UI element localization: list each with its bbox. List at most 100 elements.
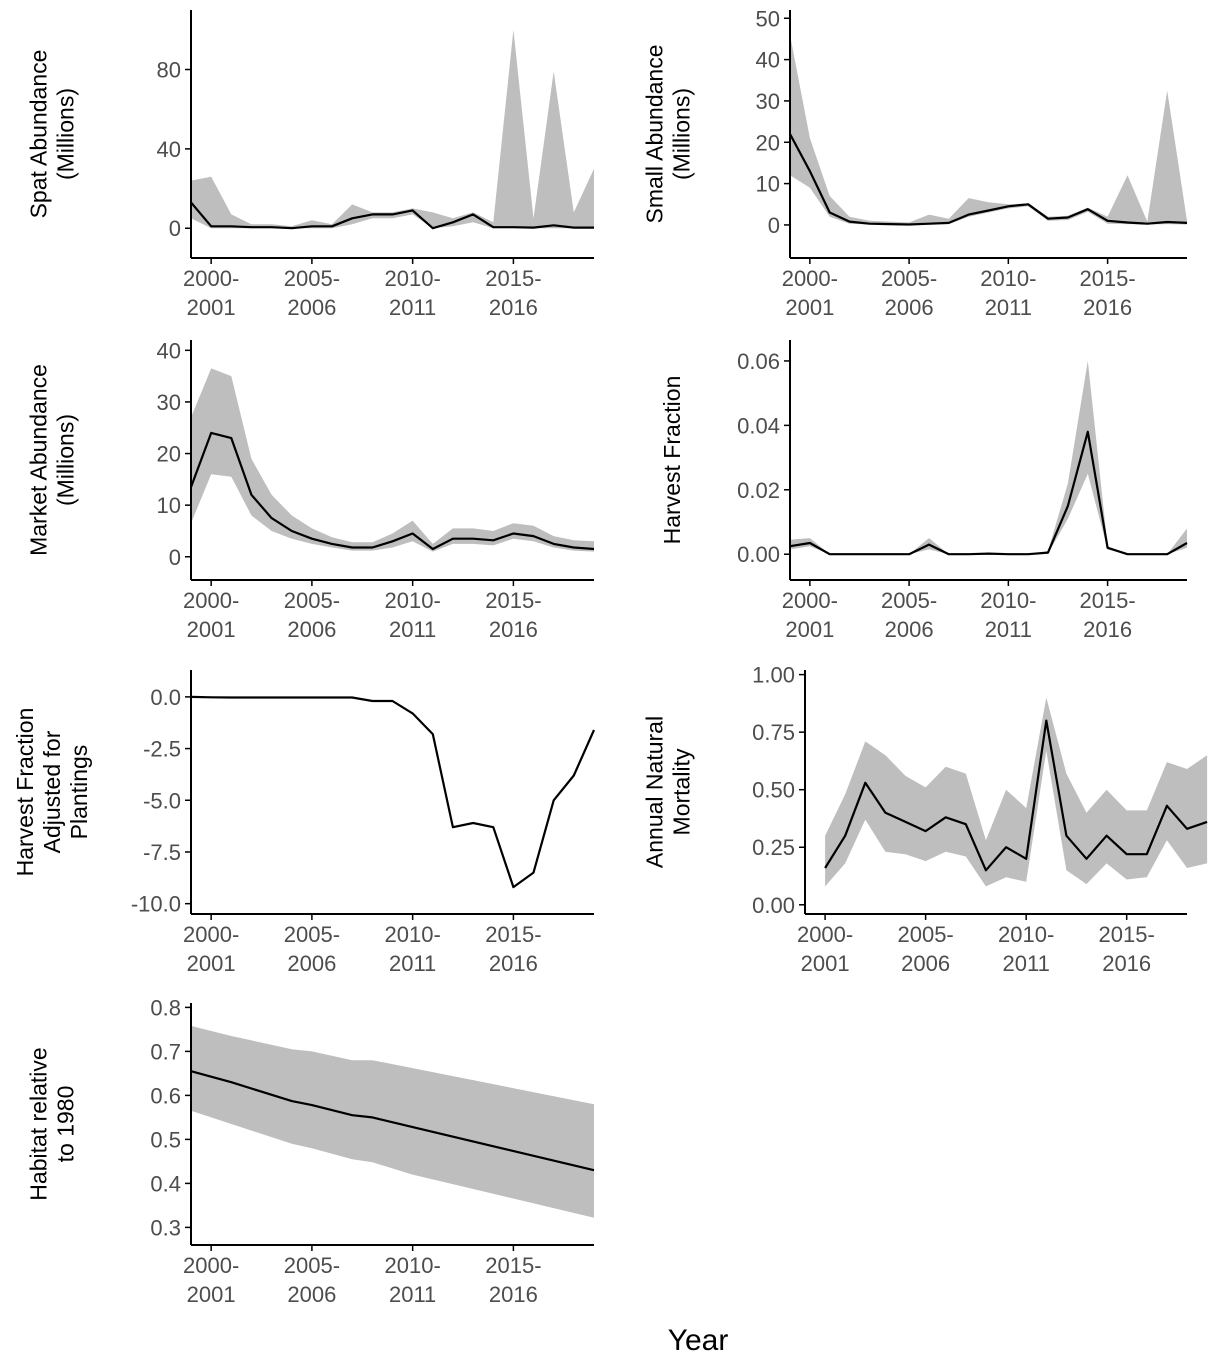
x-tick-label: 2006 bbox=[287, 951, 336, 976]
x-tick-label: 2011 bbox=[389, 1282, 436, 1307]
x-tick-label: 2006 bbox=[885, 295, 934, 320]
y-tick-label: 80 bbox=[157, 58, 181, 83]
x-tick-label: 2000- bbox=[782, 588, 838, 613]
x-tick-label: 2016 bbox=[1083, 617, 1132, 642]
x-tick-label: 2006 bbox=[885, 617, 934, 642]
x-tick-label: 2010- bbox=[385, 922, 441, 947]
y-tick-label: 0 bbox=[169, 216, 181, 241]
y-axis-title-line: Annual Natural bbox=[642, 716, 668, 868]
line-habitat-relative bbox=[190, 1070, 595, 1172]
panel-market-abundance: 0 10 20 30 40 2000- 2001 2005- 2006 2010- 2011 2015… bbox=[26, 338, 595, 642]
y-tick-label: 10 bbox=[157, 493, 181, 518]
x-tick-label: 2011 bbox=[389, 951, 436, 976]
x-tick-label: 2015- bbox=[485, 1253, 541, 1278]
x-tick-label: 2001 bbox=[187, 951, 236, 976]
y-tick-label: 0.50 bbox=[752, 778, 795, 803]
x-tick-label: 2016 bbox=[489, 1282, 538, 1307]
x-tick-label: 2001 bbox=[187, 295, 236, 320]
y-tick-label: 20 bbox=[756, 130, 780, 155]
x-tick-label: 2010- bbox=[385, 1253, 441, 1278]
x-tick-label: 2010- bbox=[980, 266, 1036, 291]
y-axis-title-line: to 1980 bbox=[53, 1086, 79, 1163]
y-tick-label: 0.02 bbox=[737, 478, 780, 503]
ribbon-annual-natural-mortality bbox=[825, 697, 1208, 887]
y-tick-label: 50 bbox=[756, 6, 780, 31]
y-tick-label: -5.0 bbox=[143, 788, 181, 813]
panel-habitat-relative: 0.3 0.4 0.5 0.6 0.7 0.8 2000- 2001 2005- 2006 2010… bbox=[26, 995, 595, 1307]
y-axis-title: Market Abundance(Millions) bbox=[26, 364, 79, 556]
x-tick-label: 2001 bbox=[187, 1282, 236, 1307]
x-tick-label: 2011 bbox=[985, 295, 1032, 320]
x-tick-label: 2015- bbox=[1079, 588, 1135, 613]
x-tick-label: 2006 bbox=[901, 951, 950, 976]
x-tick-label: 2000- bbox=[183, 922, 239, 947]
y-tick-label: 0.5 bbox=[150, 1127, 181, 1152]
y-axis-title: Habitat relativeto 1980 bbox=[26, 1047, 79, 1200]
x-tick-label: 2011 bbox=[985, 617, 1032, 642]
y-tick-label: 0.00 bbox=[752, 893, 795, 918]
x-tick-label: 2016 bbox=[1083, 295, 1132, 320]
x-tick-label: 2000- bbox=[183, 266, 239, 291]
x-tick-label: 2000- bbox=[797, 922, 853, 947]
y-axis-title-line: (Millions) bbox=[669, 88, 695, 180]
line-market-abundance bbox=[189, 431, 595, 551]
x-tick-label: 2005- bbox=[284, 922, 340, 947]
line-spat-abundance bbox=[190, 201, 594, 230]
y-tick-label: 30 bbox=[157, 390, 181, 415]
y-axis-title: Small Abundance(Millions) bbox=[642, 44, 695, 223]
ribbon-harvest-fraction bbox=[790, 360, 1187, 555]
y-tick-label: 0 bbox=[169, 545, 181, 570]
y-tick-label: 1.00 bbox=[752, 663, 795, 688]
x-tick-label: 2000- bbox=[183, 588, 239, 613]
x-tick-label: 2001 bbox=[801, 951, 850, 976]
y-tick-label: 40 bbox=[157, 338, 181, 363]
panel-harvest-fraction-adjusted: -10.0 -7.5 -5.0 -2.5 0.0 2000- 2001 2005- 2006 20… bbox=[12, 670, 596, 976]
y-axis-title: Harvest FractionAdjusted forPlantings bbox=[12, 708, 92, 877]
panel-annual-natural-mortality: 0.00 0.25 0.50 0.75 1.00 2000- 2001 2005- 2006 20… bbox=[642, 663, 1208, 976]
y-axis-title-line: Spat Abundance bbox=[26, 50, 52, 219]
y-tick-label: -7.5 bbox=[143, 840, 181, 865]
x-tick-label: 2006 bbox=[287, 617, 336, 642]
y-tick-label: 0.7 bbox=[150, 1039, 181, 1064]
x-tick-label: 2015- bbox=[485, 922, 541, 947]
y-tick-label: 0.00 bbox=[737, 542, 780, 567]
y-axis-title-line: Market Abundance bbox=[26, 364, 52, 556]
x-tick-label: 2001 bbox=[785, 295, 834, 320]
y-axis-title-line: (Millions) bbox=[53, 88, 79, 180]
x-tick-label: 2005- bbox=[284, 1253, 340, 1278]
y-tick-label: 0.06 bbox=[737, 349, 780, 374]
y-axis-title: Spat Abundance(Millions) bbox=[26, 50, 79, 219]
y-tick-label: 40 bbox=[157, 137, 181, 162]
x-tick-label: 2006 bbox=[287, 295, 336, 320]
y-axis-title-line: Adjusted for bbox=[39, 730, 65, 853]
y-tick-label: 0.6 bbox=[150, 1083, 181, 1108]
y-tick-label: 0.0 bbox=[150, 685, 181, 710]
x-tick-label: 2010- bbox=[998, 922, 1054, 947]
x-tick-label: 2005- bbox=[881, 588, 937, 613]
y-axis-title-line: Habitat relative bbox=[26, 1047, 52, 1200]
panels: 040802000-20012005-20062010-20112015-201… bbox=[12, 6, 1208, 1307]
y-axis-title-line: Harvest Fraction bbox=[659, 376, 685, 545]
panel-spat-abundance: 0 40 80 2000- 2001 2005- 2006 2010- 2011 2015- 201… bbox=[26, 10, 594, 320]
x-tick-label: 2010- bbox=[385, 266, 441, 291]
x-tick-label: 2000- bbox=[782, 266, 838, 291]
y-axis-title: Harvest Fraction bbox=[659, 376, 685, 545]
y-tick-label: 0.75 bbox=[752, 720, 795, 745]
y-tick-label: -2.5 bbox=[143, 737, 181, 762]
ribbon-small-abundance bbox=[790, 34, 1187, 225]
x-tick-label: 2000- bbox=[183, 1253, 239, 1278]
x-tick-label: 2015- bbox=[485, 588, 541, 613]
y-tick-label: 0.04 bbox=[737, 413, 780, 438]
y-axis-title-line: Harvest Fraction bbox=[12, 708, 38, 877]
y-axis-title-line: Small Abundance bbox=[642, 44, 668, 223]
y-axis-title: Annual NaturalMortality bbox=[642, 716, 695, 868]
x-axis-title: Year bbox=[668, 1324, 729, 1357]
y-axis-title-line: (Millions) bbox=[53, 414, 79, 506]
line-annual-natural-mortality bbox=[824, 719, 1208, 872]
x-tick-label: 2001 bbox=[187, 617, 236, 642]
line-harvest-fraction-adjusted bbox=[190, 695, 596, 889]
y-tick-label: 10 bbox=[756, 172, 780, 197]
panel-harvest-fraction: 0.00 0.02 0.04 0.06 2000- 2001 2005- 2006 2010- 2… bbox=[659, 340, 1188, 642]
y-tick-label: 0.25 bbox=[752, 835, 795, 860]
